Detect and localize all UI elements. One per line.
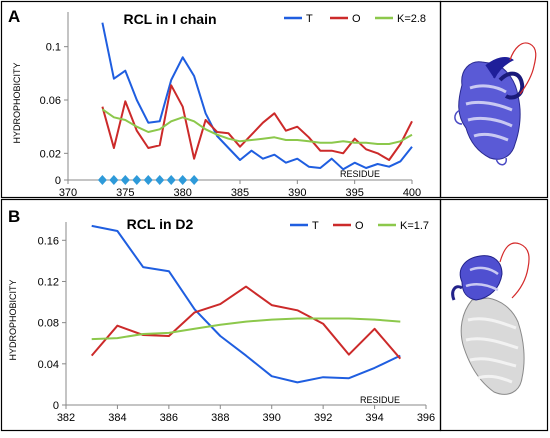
chart-a-series-K-line bbox=[101, 108, 413, 145]
chart-b-series-K-line bbox=[91, 317, 401, 341]
panel-a-structure-frame bbox=[439, 0, 549, 199]
chart-b-x-tick-label: 396 bbox=[417, 412, 435, 424]
chart-a-legend-label-O: O bbox=[352, 13, 361, 25]
chart-a-series-O-line bbox=[101, 84, 413, 161]
chart-a-title: RCL in I chain bbox=[123, 11, 216, 27]
panel-a-label: A bbox=[8, 7, 20, 26]
chart-b-legend-label-K: K=1.7 bbox=[400, 220, 429, 232]
chart-a-diamond-marker bbox=[166, 175, 176, 185]
chart-b-series-T-line bbox=[91, 224, 401, 384]
chart-b-legend-label-T: T bbox=[312, 220, 319, 232]
protein-structure-a-image bbox=[454, 42, 537, 166]
chart-a-diamond-marker bbox=[143, 175, 153, 185]
chart-a-y-tick-label: 0.06 bbox=[40, 95, 61, 107]
chart-b-x-tick-label: 386 bbox=[160, 412, 178, 424]
chart-b: B RCL in D2 0 0.04 0.08 0.12 0.16 382 384 386 388 3… bbox=[8, 207, 435, 424]
chart-a-x-tick-label: 370 bbox=[59, 187, 77, 199]
chart-b-legend-label-O: O bbox=[355, 220, 364, 232]
chart-a-y-axis-label: HYDROPHOBICITY bbox=[12, 62, 22, 143]
chart-a-legend-label-T: T bbox=[306, 13, 313, 25]
chart-a-diamond-marker bbox=[109, 175, 119, 185]
chart-a-x-tick-label: 400 bbox=[403, 187, 421, 199]
chart-a-x-tick-label: 395 bbox=[345, 187, 363, 199]
chart-b-x-tick-label: 392 bbox=[314, 412, 332, 424]
panel-b-structure-frame bbox=[439, 198, 549, 432]
chart-b-y-tick-label: 0 bbox=[53, 400, 59, 412]
chart-a-x-tick-label: 385 bbox=[231, 187, 249, 199]
chart-a-x-axis-label: RESIDUE bbox=[340, 169, 380, 179]
chart-b-x-tick-label: 388 bbox=[211, 412, 229, 424]
chart-b-title: RCL in D2 bbox=[127, 216, 194, 232]
chart-a-diamond-marker bbox=[132, 175, 142, 185]
chart-b-x-tick-label: 382 bbox=[57, 412, 75, 424]
chart-b-y-tick-label: 0.12 bbox=[38, 276, 59, 288]
chart-a-x-tick-label: 375 bbox=[116, 187, 134, 199]
chart-a-legend-label-K: K=2.8 bbox=[397, 13, 426, 25]
chart-a-series-T-line bbox=[101, 22, 413, 171]
protein-structure-b-image bbox=[451, 242, 530, 395]
chart-b-x-tick-label: 384 bbox=[108, 412, 126, 424]
chart-b-series-O-line bbox=[90, 285, 402, 360]
chart-a-diamond-marker bbox=[178, 175, 188, 185]
chart-a-y-tick-label: 0.02 bbox=[40, 148, 61, 160]
chart-a-diamond-marker bbox=[120, 175, 130, 185]
chart-b-y-tick-label: 0.04 bbox=[38, 359, 59, 371]
chart-b-y-tick-label: 0.16 bbox=[38, 235, 59, 247]
chart-a-x-tick-label: 380 bbox=[173, 187, 191, 199]
chart-a-y-tick-label: 0.1 bbox=[46, 42, 61, 54]
chart-a-diamond-marker bbox=[189, 175, 199, 185]
chart-a-x-tick-label: 390 bbox=[288, 187, 306, 199]
panel-b-label: B bbox=[8, 207, 20, 226]
chart-a-y-tick-label: 0 bbox=[55, 175, 61, 187]
chart-a: A RCL in I chain 0 0.02 0.06 0.1 370 375 380 385 3… bbox=[8, 7, 426, 199]
chart-b-y-tick-label: 0.08 bbox=[38, 318, 59, 330]
chart-b-x-tick-label: 394 bbox=[365, 412, 383, 424]
chart-b-y-axis-label: HYDROPHOBICITY bbox=[8, 279, 18, 360]
chart-a-diamond-marker bbox=[97, 175, 107, 185]
chart-a-diamond-marker bbox=[155, 175, 165, 185]
chart-b-x-tick-label: 390 bbox=[263, 412, 281, 424]
chart-b-x-axis-label: RESIDUE bbox=[360, 395, 400, 405]
